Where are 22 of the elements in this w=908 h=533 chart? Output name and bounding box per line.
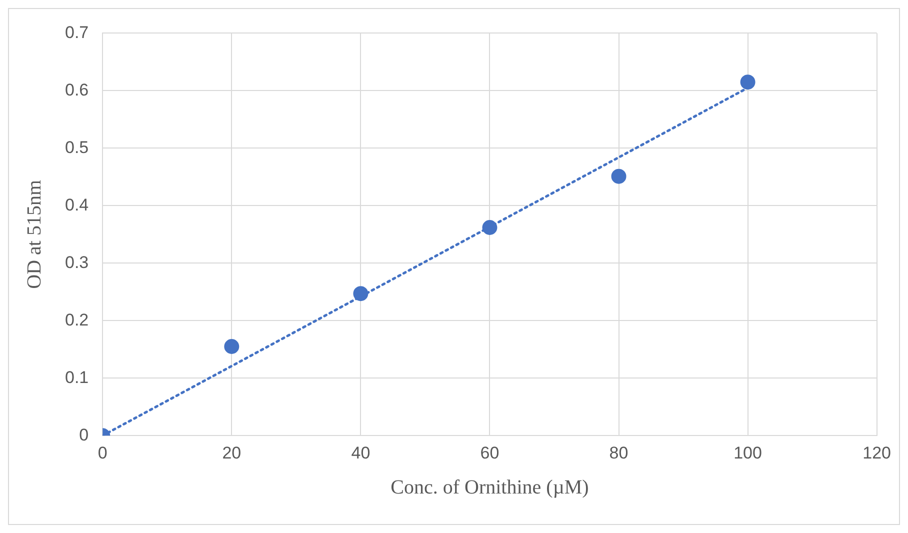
point bbox=[740, 74, 756, 90]
y-tick-label: 0.6 bbox=[64, 80, 89, 100]
y-tick-label: 0.3 bbox=[64, 252, 89, 272]
point bbox=[353, 286, 368, 302]
point bbox=[611, 168, 626, 184]
x-tick-label: 100 bbox=[734, 443, 762, 462]
x-tick-label: 0 bbox=[98, 443, 108, 462]
x-tick-label: 40 bbox=[351, 443, 370, 462]
y-tick-label: 0.5 bbox=[64, 138, 89, 157]
point bbox=[224, 338, 240, 354]
x-tick-label: 20 bbox=[222, 443, 242, 462]
x-axis-title: Conc. of Ornithine (µM) bbox=[390, 476, 589, 498]
y-tick-label: 0 bbox=[79, 425, 89, 444]
y-tick-label: 0.7 bbox=[64, 22, 89, 42]
point bbox=[482, 220, 498, 235]
x-tick-label: 60 bbox=[480, 443, 500, 462]
y-tick-label: 0.2 bbox=[64, 310, 89, 330]
y-axis-title: OD at 515nm bbox=[23, 180, 46, 289]
x-tick-label: 120 bbox=[862, 443, 892, 462]
y-tick-label: 0.1 bbox=[64, 368, 89, 387]
x-tick-label: 80 bbox=[609, 443, 628, 462]
y-tick-label: 0.4 bbox=[64, 195, 89, 214]
